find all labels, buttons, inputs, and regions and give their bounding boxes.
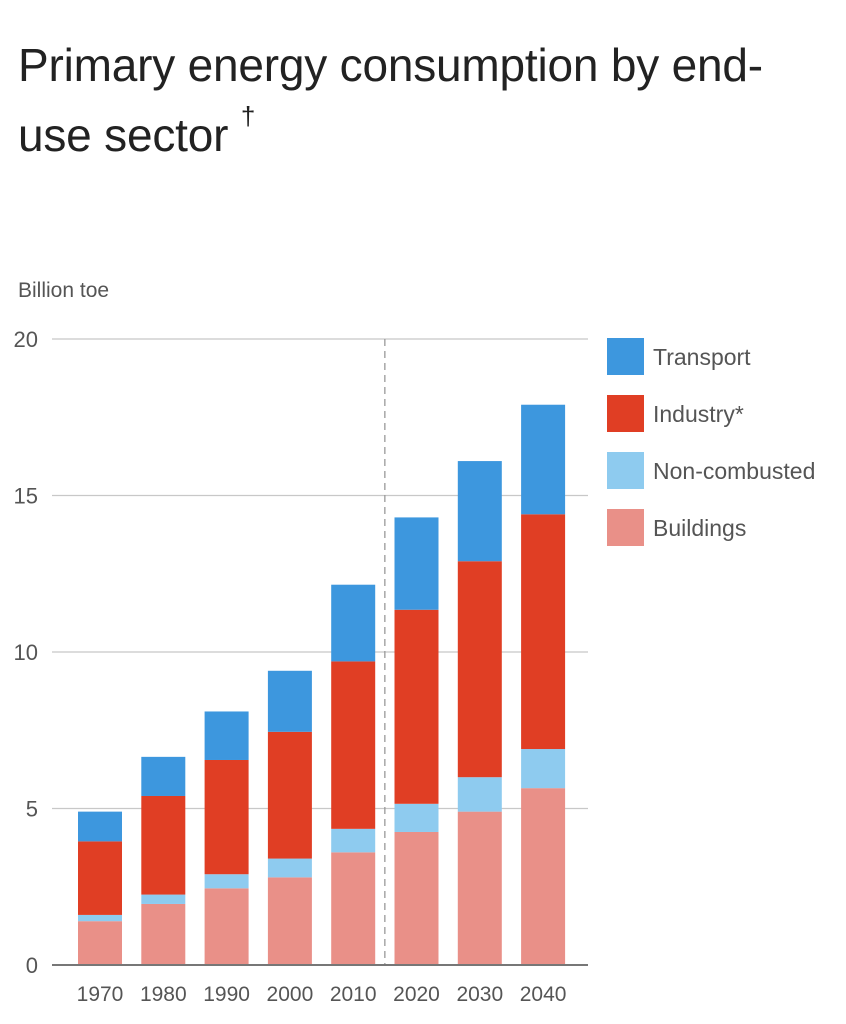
bar-segment-buildings-2040 bbox=[521, 788, 566, 965]
axes: Billion toe 0 5 10 15 20 1970 1980 1990 2000 2010 2… bbox=[14, 279, 588, 1006]
chart-title-text: Primary energy consumption by end- use s… bbox=[18, 39, 763, 161]
x-tick-label: 1990 bbox=[203, 983, 250, 1006]
legend-swatch-transport bbox=[607, 338, 644, 375]
gridlines bbox=[52, 338, 588, 965]
x-tick-label: 1970 bbox=[77, 983, 124, 1006]
bar-segment-noncombusted-1970 bbox=[78, 914, 122, 922]
bar-segment-transport-2010 bbox=[331, 584, 376, 662]
x-tick-label: 1980 bbox=[140, 983, 187, 1006]
bars bbox=[78, 404, 566, 965]
bar-segment-buildings-1990 bbox=[204, 888, 249, 965]
bar-segment-industry-2030 bbox=[457, 561, 502, 778]
bar-segment-transport-1970 bbox=[78, 811, 122, 842]
bar-segment-buildings-2020 bbox=[394, 831, 439, 965]
x-tick-label: 2010 bbox=[330, 983, 377, 1006]
bar-segment-industry-1970 bbox=[78, 841, 122, 915]
bar-segment-noncombusted-2000 bbox=[267, 858, 312, 878]
title-footnote-mark: † bbox=[240, 101, 256, 131]
y-axis-label: Billion toe bbox=[18, 279, 109, 302]
bar-segment-noncombusted-2020 bbox=[394, 803, 439, 832]
bar-segment-noncombusted-2040 bbox=[521, 749, 566, 789]
bar-segment-noncombusted-2010 bbox=[331, 828, 376, 853]
bar-segment-noncombusted-1990 bbox=[204, 874, 249, 889]
legend-swatch-industry bbox=[607, 395, 644, 432]
bar-segment-buildings-2000 bbox=[267, 877, 312, 965]
bar-segment-industry-1990 bbox=[204, 759, 249, 875]
bar-segment-industry-1980 bbox=[141, 795, 186, 895]
bar-segment-buildings-1980 bbox=[141, 903, 186, 965]
legend-swatch-noncombusted bbox=[607, 452, 644, 489]
legend-label-industry: Industry* bbox=[653, 401, 744, 427]
legend-label-noncombusted: Non-combusted bbox=[653, 458, 815, 484]
y-tick-label: 20 bbox=[14, 327, 38, 352]
legend-label-transport: Transport bbox=[653, 344, 751, 370]
chart-title: Primary energy consumption by end- use s… bbox=[18, 30, 828, 170]
bar-segment-buildings-2030 bbox=[457, 811, 502, 965]
bar-segment-transport-2040 bbox=[521, 404, 566, 515]
x-tick-label: 2020 bbox=[393, 983, 440, 1006]
bar-segment-industry-2010 bbox=[331, 661, 376, 829]
x-tick-label: 2040 bbox=[520, 983, 567, 1006]
x-tick-label: 2000 bbox=[267, 983, 314, 1006]
bar-segment-industry-2040 bbox=[521, 514, 566, 750]
y-tick-label: 0 bbox=[26, 953, 38, 978]
bar-segment-transport-2000 bbox=[267, 670, 312, 732]
y-tick-label: 15 bbox=[14, 484, 38, 509]
bar-segment-industry-2020 bbox=[394, 609, 439, 804]
bar-segment-transport-2030 bbox=[457, 461, 502, 562]
bar-segment-buildings-2010 bbox=[331, 852, 376, 965]
bar-segment-transport-1990 bbox=[204, 711, 249, 760]
legend-swatch-buildings bbox=[607, 509, 644, 546]
legend: Transport Industry* Non-combusted Buildings bbox=[607, 338, 815, 546]
bar-segment-noncombusted-2030 bbox=[457, 777, 502, 812]
x-tick-label: 2030 bbox=[456, 983, 503, 1006]
y-tick-label: 5 bbox=[26, 797, 38, 822]
bar-segment-buildings-1970 bbox=[78, 921, 122, 965]
legend-label-buildings: Buildings bbox=[653, 515, 746, 541]
bar-segment-transport-2020 bbox=[394, 517, 439, 610]
bar-segment-transport-1980 bbox=[141, 756, 186, 796]
bar-segment-industry-2000 bbox=[267, 731, 312, 859]
bar-segment-noncombusted-1980 bbox=[141, 894, 186, 904]
y-tick-label: 10 bbox=[14, 640, 38, 665]
